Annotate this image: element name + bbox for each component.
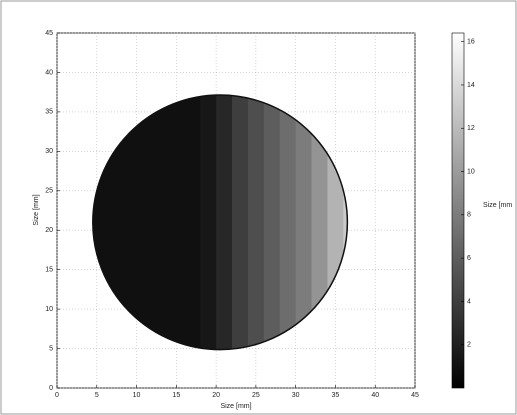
x-tick-label: 5 <box>95 392 99 399</box>
colorbar-tick-label: 6 <box>467 255 471 262</box>
chart: Size [mm] Size [mm] Size [mm 05101520253… <box>0 0 517 415</box>
y-tick-label: 15 <box>45 267 53 274</box>
y-tick-label: 10 <box>45 306 53 313</box>
x-tick-label: 40 <box>371 392 379 399</box>
y-tick-label: 25 <box>45 188 53 195</box>
x-tick-label: 10 <box>133 392 141 399</box>
x-tick-label: 45 <box>411 392 419 399</box>
y-tick-label: 35 <box>45 109 53 116</box>
y-tick-label: 5 <box>49 345 53 352</box>
x-axis-label: Size [mm] <box>220 403 251 410</box>
colorbar-tick-label: 4 <box>467 298 471 305</box>
colorbar <box>452 33 464 388</box>
page: {"chart_data": {"type": "heatmap", "colo… <box>0 0 517 415</box>
colorbar-tick-label: 10 <box>467 168 475 175</box>
colorbar-tick-label: 8 <box>467 212 471 219</box>
x-tick-label: 15 <box>172 392 180 399</box>
x-tick-label: 30 <box>292 392 300 399</box>
colorbar-tick-label: 2 <box>467 342 471 349</box>
colorbar-tick-label: 14 <box>467 82 475 89</box>
x-tick-label: 20 <box>212 392 220 399</box>
y-tick-label: 0 <box>49 385 53 392</box>
y-tick-label: 20 <box>45 227 53 234</box>
y-axis-label: Size [mm] <box>33 194 40 225</box>
x-tick-label: 35 <box>332 392 340 399</box>
x-tick-label: 0 <box>55 392 59 399</box>
colorbar-tick-label: 16 <box>467 39 475 46</box>
x-tick-label: 25 <box>252 392 260 399</box>
colorbar-label: Size [mm <box>483 202 512 209</box>
y-tick-label: 40 <box>45 69 53 76</box>
colorbar-tick-label: 12 <box>467 125 475 132</box>
y-tick-label: 30 <box>45 148 53 155</box>
y-tick-label: 45 <box>45 30 53 37</box>
